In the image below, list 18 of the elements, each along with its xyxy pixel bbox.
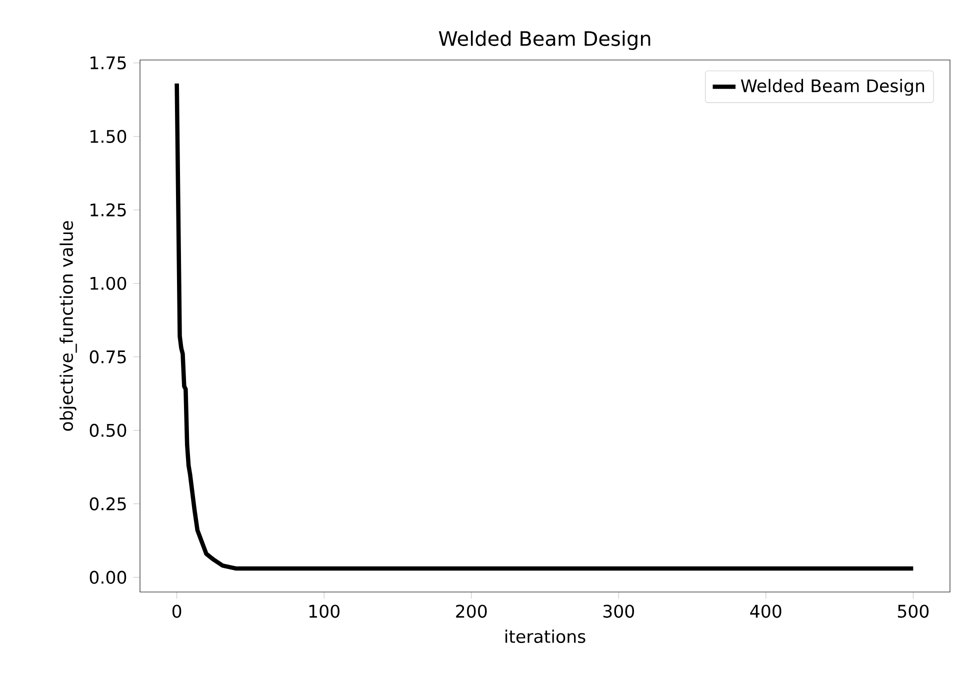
y-tick-label: 0.00 bbox=[90, 570, 126, 584]
y-tick-label: 1.75 bbox=[90, 56, 126, 70]
x-tick-label: 500 bbox=[898, 604, 929, 618]
y-tick-label: 0.75 bbox=[90, 350, 126, 364]
x-tick-label: 400 bbox=[750, 604, 782, 618]
y-axis-title: objective_function value bbox=[60, 221, 77, 431]
y-tick-label: 1.25 bbox=[90, 203, 126, 216]
x-axis-title: iterations bbox=[506, 630, 586, 644]
x-tick-label: 300 bbox=[603, 604, 634, 618]
y-tick-label: 0.50 bbox=[90, 424, 126, 437]
chart-title: Welded Beam Design bbox=[438, 30, 650, 50]
x-tick-label: 100 bbox=[309, 604, 340, 618]
x-tick-label: 200 bbox=[456, 604, 487, 618]
y-tick-label: 1.00 bbox=[90, 276, 126, 290]
x-tick-label: 0 bbox=[172, 604, 182, 618]
legend-label: Welded Beam Design bbox=[740, 78, 924, 96]
y-tick-label: 0.25 bbox=[90, 497, 126, 510]
y-tick-label: 1.50 bbox=[90, 130, 126, 143]
